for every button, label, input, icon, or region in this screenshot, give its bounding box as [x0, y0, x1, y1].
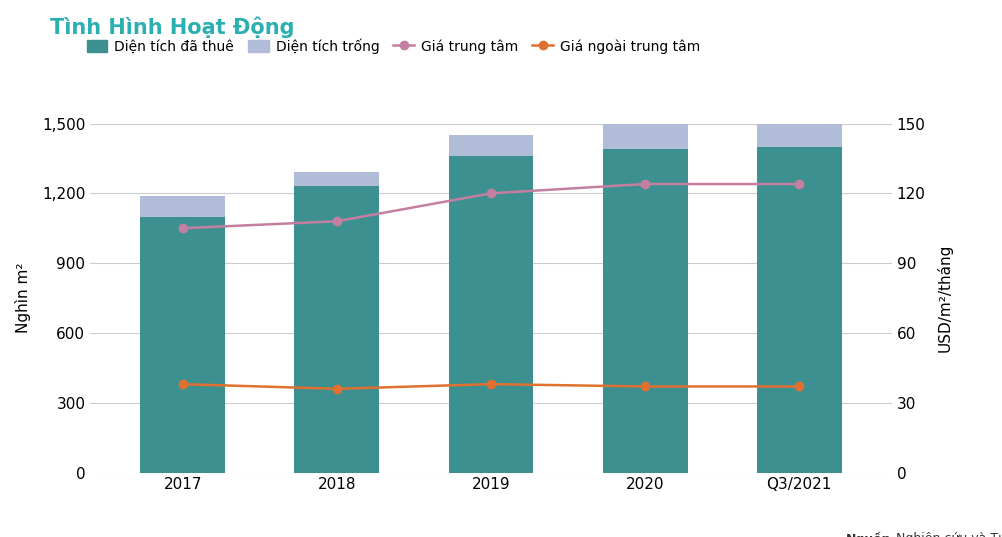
Bar [295, 172, 379, 186]
Bar [449, 135, 533, 156]
Bar [757, 147, 842, 473]
Text: Nguồn: Nguồn [847, 532, 892, 537]
Bar [603, 124, 687, 149]
Text: Tình Hình Hoạt Động: Tình Hình Hoạt Động [50, 16, 295, 38]
Legend: Diện tích đã thuê, Diện tích trống, Giá trung tâm, Giá ngoài trung tâm: Diện tích đã thuê, Diện tích trống, Giá … [81, 33, 706, 59]
Y-axis label: Nghìn m²: Nghìn m² [15, 263, 31, 333]
Text: Nghiên cứu và Tư vấn Savills: Nghiên cứu và Tư vấn Savills [892, 532, 1002, 537]
Y-axis label: USD/m²/tháng: USD/m²/tháng [937, 244, 953, 352]
Bar [603, 149, 687, 473]
Bar [140, 216, 225, 473]
Bar [295, 186, 379, 473]
Bar [757, 124, 842, 147]
Bar [140, 195, 225, 216]
Bar [449, 156, 533, 473]
